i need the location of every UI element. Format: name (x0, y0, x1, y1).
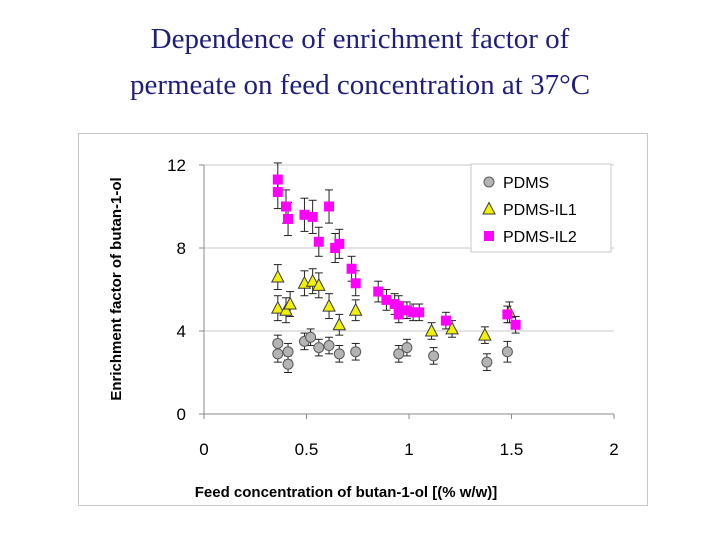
y-tick-label-0: 0 (177, 405, 186, 424)
point-pdms-il1-3 (283, 296, 297, 310)
point-pdms-il1-8 (332, 317, 347, 331)
point-pdms-7 (323, 340, 335, 352)
point-pdms-il2-18 (408, 307, 419, 318)
legend-label-pdms-il2: PDMS-IL2 (503, 229, 577, 246)
point-pdms-12 (428, 350, 440, 362)
point-pdms-il2-11 (350, 278, 361, 289)
point-pdms-10 (393, 348, 405, 360)
point-pdms-il2-19 (414, 307, 425, 318)
point-pdms-il2-12 (373, 286, 384, 297)
point-pdms-il1-10 (424, 323, 439, 337)
point-pdms-3 (282, 358, 294, 370)
point-pdms-9 (350, 346, 362, 358)
point-pdms-il2-4 (299, 209, 310, 220)
x-axis-title: Feed concentration of butan-1-ol [(% w/w… (195, 484, 498, 501)
point-pdms-il2-10 (346, 263, 357, 274)
point-pdms-14 (501, 346, 513, 358)
point-pdms-il2-21 (502, 309, 513, 320)
series-pdms-il2 (272, 162, 521, 334)
point-pdms-il2-13 (381, 294, 392, 305)
y-tick-label-2: 8 (177, 239, 186, 258)
point-pdms-il2-2 (281, 201, 291, 212)
point-pdms-il2-15 (393, 301, 404, 312)
x-tick-label-3: 1.5 (500, 440, 524, 459)
point-pdms-il2-7 (324, 201, 335, 212)
y-axis-title: Enrichment factor of butan-1-ol (108, 177, 125, 400)
point-pdms-5 (305, 331, 317, 343)
x-tick-label-0: 0 (199, 440, 208, 459)
point-pdms-il2-3 (283, 213, 294, 224)
point-pdms-11 (401, 342, 413, 354)
legend-label-pdms-il1: PDMS-IL1 (503, 202, 577, 219)
point-pdms-il1-12 (478, 327, 492, 341)
point-pdms-il2-20 (440, 315, 451, 326)
point-pdms-0 (272, 337, 284, 349)
scatter-chart: 0 4 8 12 0 0.5 1 1.5 2 PDMS PDMS-IL1 PDMS-IL2 Feed… (108, 156, 619, 501)
legend-label-pdms: PDMS (503, 175, 549, 192)
legend-marker-pdms-il1 (482, 201, 496, 215)
slide-title: Dependence of enrichment factor of perme… (0, 16, 720, 108)
series-pdms-il1 (270, 264, 517, 344)
y-tick-label-1: 4 (177, 322, 186, 341)
point-pdms-il1-1 (270, 300, 285, 314)
point-pdms-8 (333, 348, 345, 360)
data-layer (270, 162, 521, 373)
point-pdms-1 (272, 348, 284, 360)
point-pdms-il2-1 (272, 186, 283, 197)
slide-title-line-1: Dependence of enrichment factor of (150, 23, 570, 55)
point-pdms-il1-9 (348, 302, 363, 316)
point-pdms-il2-0 (272, 174, 283, 185)
legend-marker-pdms (483, 176, 495, 188)
point-pdms-il1-0 (270, 269, 285, 283)
x-tick-label-2: 1 (404, 440, 413, 459)
series-pdms (272, 328, 513, 373)
legend-box (470, 163, 612, 253)
slide-title-line-2: permeate on feed concentration at 37°C (129, 69, 591, 101)
y-tick-label-3: 12 (167, 156, 186, 175)
point-pdms-2 (282, 346, 294, 358)
x-tick-label-4: 2 (609, 440, 618, 459)
point-pdms-il2-16 (393, 309, 404, 320)
chart-frame: 0 4 8 12 0 0.5 1 1.5 2 PDMS PDMS-IL1 PDMS-IL2 Feed… (78, 133, 648, 506)
point-pdms-il2-17 (401, 305, 412, 316)
point-pdms-il2-22 (510, 319, 521, 330)
point-pdms-il2-5 (307, 211, 318, 222)
legend: PDMS PDMS-IL1 PDMS-IL2 (470, 163, 612, 253)
point-pdms-il1-6 (311, 277, 326, 291)
point-pdms-il1-11 (445, 321, 459, 335)
point-pdms-il2-9 (334, 238, 345, 249)
point-pdms-13 (481, 356, 493, 368)
point-pdms-il2-6 (313, 236, 324, 247)
point-pdms-il1-5 (305, 273, 320, 287)
axis-layer: 0 4 8 12 0 0.5 1 1.5 2 (167, 156, 619, 459)
point-pdms-6 (313, 342, 325, 354)
legend-marker-pdms-il2 (484, 231, 494, 241)
point-pdms-il1-7 (322, 298, 336, 312)
x-tick-label-1: 0.5 (295, 440, 319, 459)
